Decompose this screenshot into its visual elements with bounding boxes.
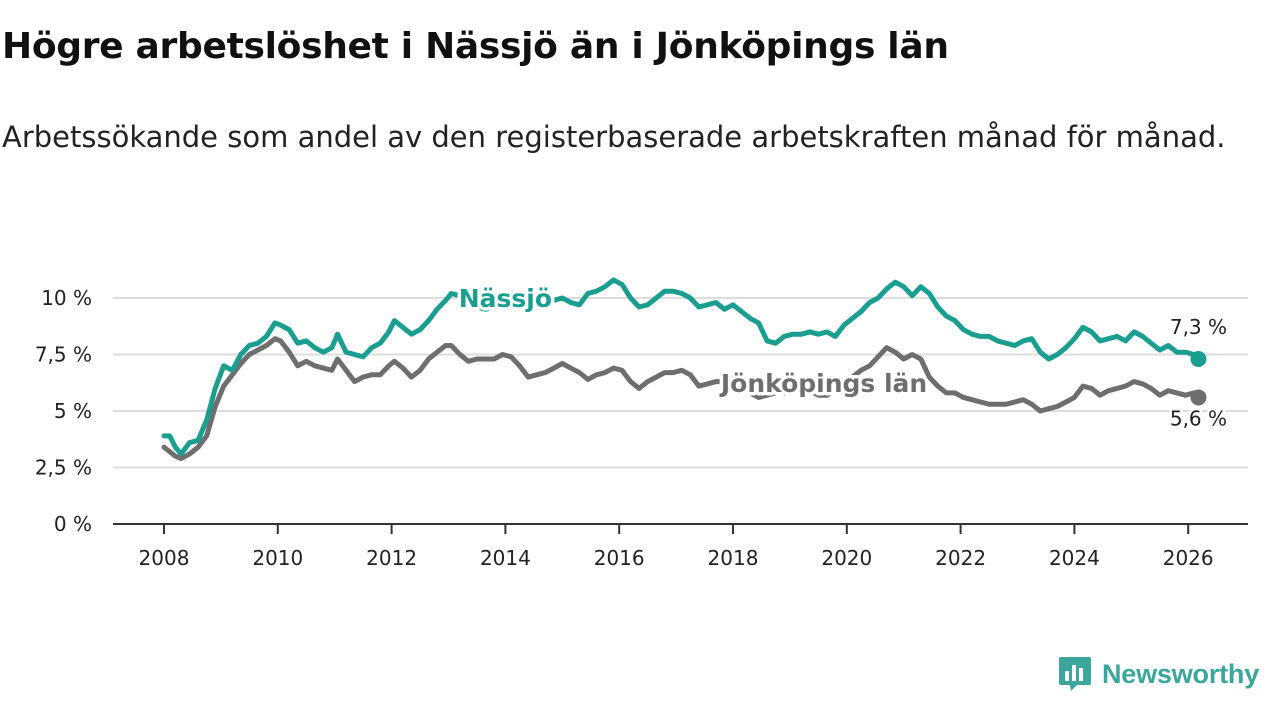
y-tick-label: 7,5 % [35, 343, 92, 367]
newsworthy-logo-icon [1059, 657, 1091, 691]
x-tick-label: 2026 [1163, 546, 1214, 570]
x-tick-label: 2012 [366, 546, 417, 570]
series-label-nassjo: Nässjö [459, 284, 552, 313]
x-tick-label: 2014 [480, 546, 531, 570]
y-tick-label: 5 % [54, 399, 92, 423]
series-line-jonkopings-lan [161, 336, 1201, 461]
end-value-label-jonkopings-lan: 5,6 % [1170, 406, 1227, 430]
chart-title: Högre arbetslöshet i Nässjö än i Jönköpi… [2, 26, 949, 67]
end-point-nassjo [1190, 351, 1207, 368]
x-tick-label: 2008 [139, 546, 190, 570]
series-label-jonkopings-lan: Jönköpings län [719, 369, 927, 398]
x-tick-label: 2020 [821, 546, 872, 570]
x-tick-label: 2024 [1049, 546, 1100, 570]
x-tick-label: 2022 [935, 546, 986, 570]
series-lines [161, 277, 1207, 461]
x-tick-label: 2010 [252, 546, 303, 570]
brand-name: Newsworthy [1102, 658, 1260, 689]
y-axis-ticks: 0 % 2,5 % 5 % 7,5 % 10 % [35, 286, 92, 536]
x-tick-label: 2018 [708, 546, 759, 570]
series-line-nassjo [161, 277, 1201, 457]
x-axis-ticks: 2008 2010 2012 2014 2016 2018 2020 2022 2024 2026 [139, 524, 1214, 570]
end-point-jonkopings-lan [1190, 389, 1207, 406]
x-tick-label: 2016 [594, 546, 645, 570]
series-labels: Nässjö 7,3 % Jönköpings län 5,6 % [455, 281, 1229, 433]
chart-subtitle: Arbetssökande som andel av den registerb… [2, 120, 1226, 154]
newsworthy-brand[interactable]: Newsworthy [1058, 654, 1259, 694]
y-tick-label: 2,5 % [35, 456, 92, 480]
y-tick-label: 10 % [41, 286, 92, 310]
y-tick-label: 0 % [54, 512, 92, 536]
end-value-label-nassjo: 7,3 % [1170, 315, 1227, 339]
